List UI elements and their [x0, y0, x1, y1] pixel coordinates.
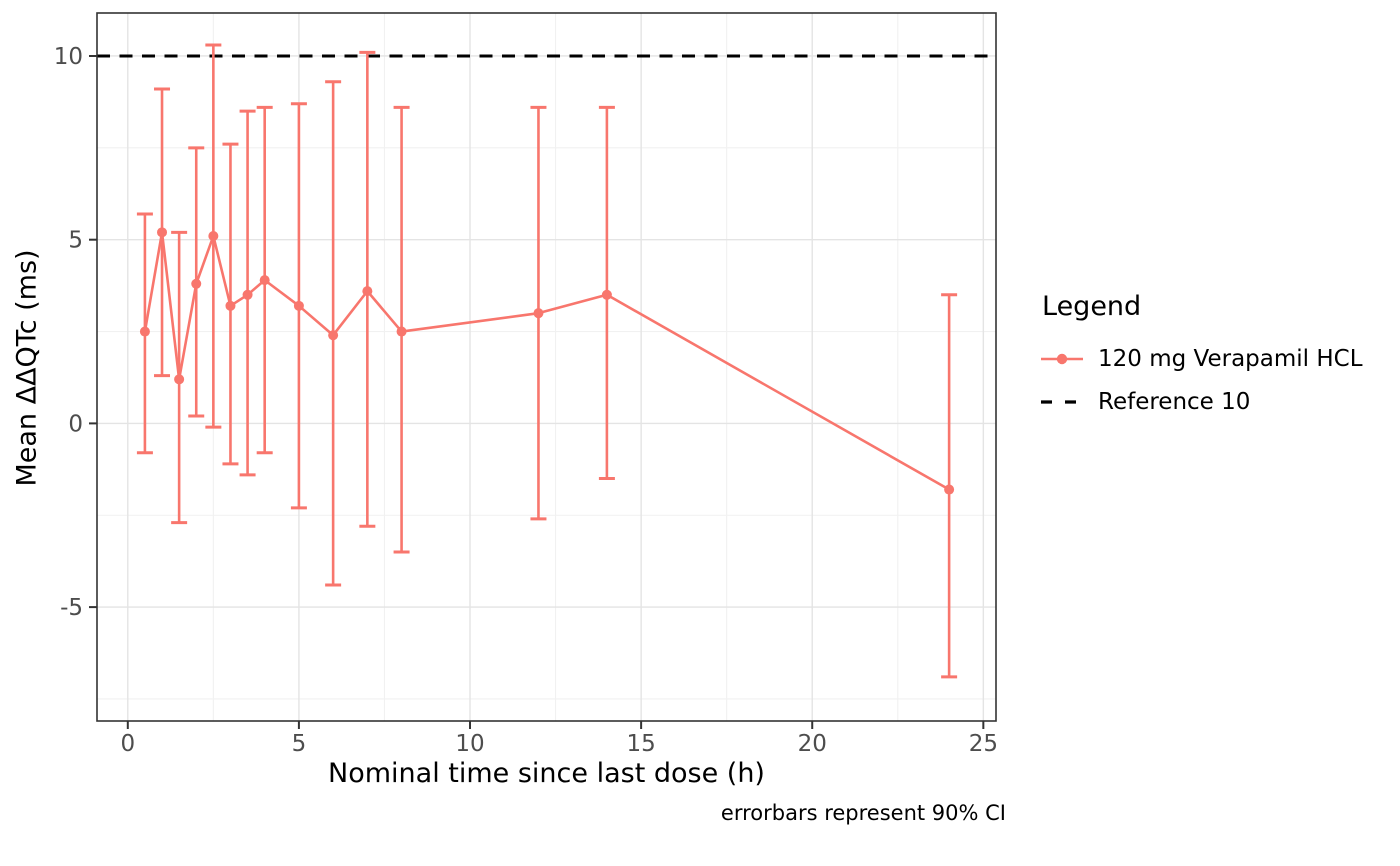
- data-point: [601, 289, 612, 300]
- legend: Legend 120 mg Verapamil HCL Reference 10: [1040, 291, 1363, 430]
- svg-text:10: 10: [54, 44, 83, 70]
- legend-item-reference: Reference 10: [1040, 387, 1363, 417]
- series-points: [139, 227, 955, 495]
- y-axis-title: Mean ΔΔQTc (ms): [11, 249, 43, 487]
- data-point: [139, 326, 150, 337]
- panel-background: [97, 13, 996, 721]
- series-line-key-icon: [1041, 353, 1083, 365]
- panel-border: [96, 12, 997, 722]
- data-point: [396, 326, 407, 337]
- svg-text:5: 5: [68, 228, 83, 254]
- plot-area: 0 5 10 15 20 25 -5 0 5 10: [54, 12, 998, 757]
- legend-title: Legend: [1042, 291, 1142, 322]
- x-axis-title: Nominal time since last dose (h): [328, 758, 765, 789]
- data-point: [157, 227, 168, 238]
- svg-text:0: 0: [68, 411, 83, 437]
- x-axis-ticks: 0 5 10 15 20 25: [120, 721, 998, 757]
- svg-text:10: 10: [455, 731, 484, 757]
- data-point: [225, 300, 236, 311]
- data-point: [259, 275, 270, 286]
- data-point: [174, 374, 185, 385]
- svg-text:0: 0: [120, 731, 135, 757]
- svg-text:20: 20: [798, 731, 827, 757]
- data-point: [293, 300, 304, 311]
- caption-errorbar-note: errorbars represent 90% CI: [720, 801, 1006, 825]
- svg-text:-5: -5: [60, 595, 83, 621]
- data-point: [533, 308, 544, 319]
- data-point: [208, 231, 219, 242]
- grid-minor: [97, 13, 996, 721]
- legend-item-series: 120 mg Verapamil HCL: [1040, 344, 1363, 374]
- data-point: [191, 278, 202, 289]
- data-point: [362, 286, 373, 297]
- data-point: [242, 289, 253, 300]
- legend-label-reference: Reference 10: [1098, 389, 1251, 415]
- dashed-line-key-icon: [1041, 400, 1083, 404]
- svg-text:25: 25: [969, 731, 998, 757]
- legend-label-series: 120 mg Verapamil HCL: [1098, 346, 1363, 372]
- data-point: [944, 484, 955, 495]
- svg-text:15: 15: [626, 731, 655, 757]
- svg-text:5: 5: [292, 731, 307, 757]
- y-axis-ticks: -5 0 5 10: [54, 44, 97, 621]
- data-point: [328, 330, 339, 341]
